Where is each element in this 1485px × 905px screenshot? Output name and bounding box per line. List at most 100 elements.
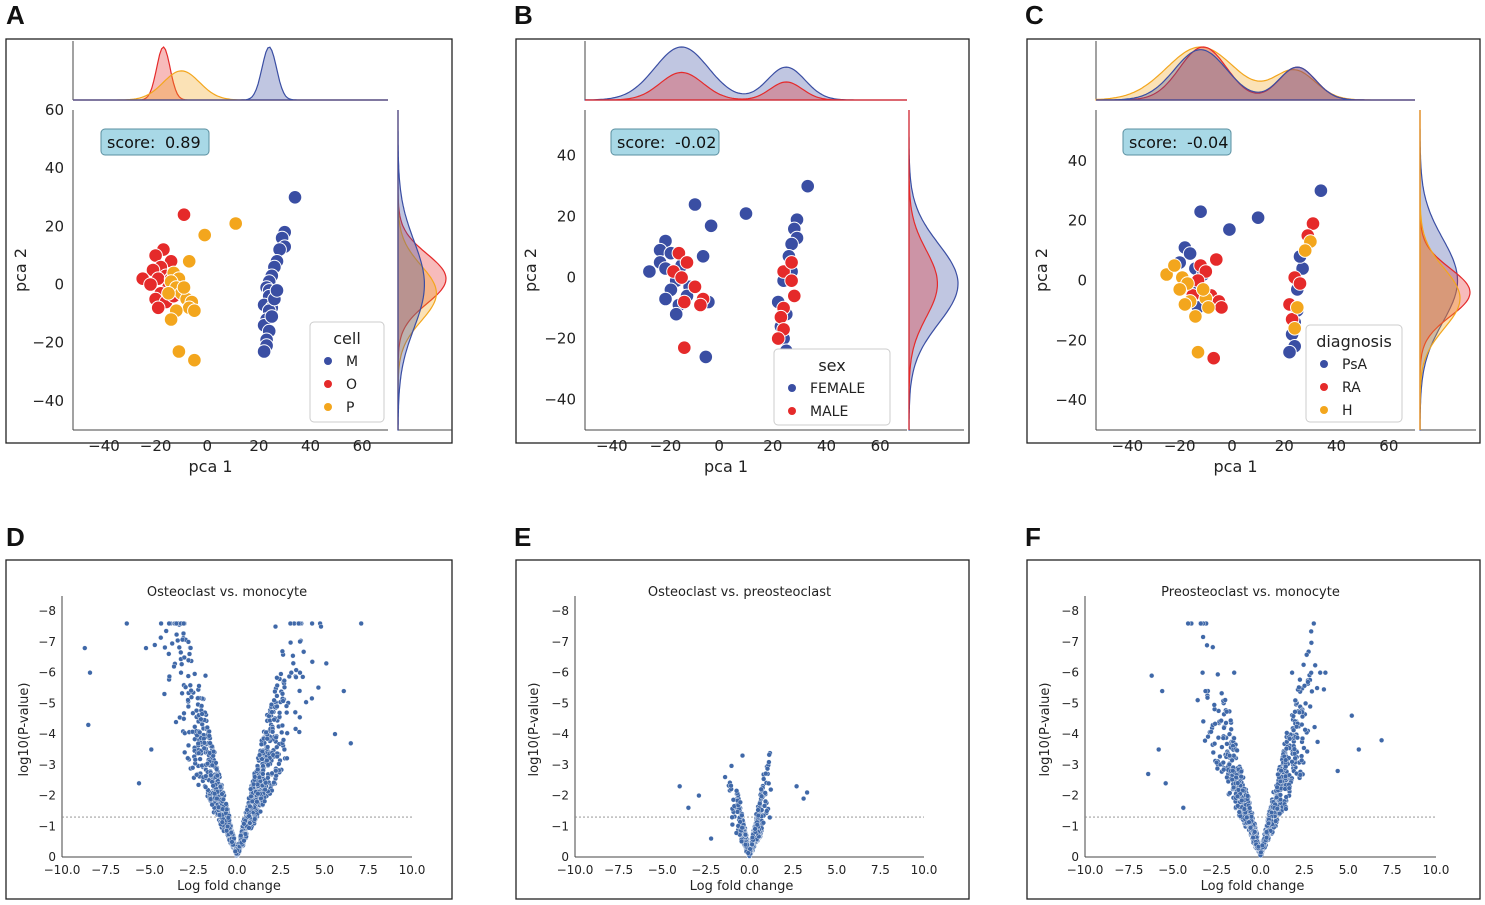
- data-point: [1219, 744, 1225, 750]
- series-male: [666, 245, 802, 356]
- data-point: [1263, 829, 1270, 835]
- data-point: [181, 654, 187, 661]
- data-point: [280, 698, 286, 704]
- data-point: [1226, 731, 1233, 737]
- y-tick-label: −1: [38, 819, 56, 833]
- data-point: [739, 812, 745, 819]
- legend-title: sex: [818, 356, 845, 375]
- data-point: [287, 190, 303, 205]
- data-point: [1220, 735, 1226, 741]
- chart-title: Osteoclast vs. preosteoclast: [648, 585, 831, 600]
- data-point: [180, 630, 187, 637]
- data-point: [259, 756, 265, 762]
- data-point: [287, 620, 294, 627]
- x-tick-label: −5.0: [135, 863, 164, 877]
- data-point: [309, 695, 315, 702]
- data-point: [274, 675, 280, 681]
- data-point: [1291, 746, 1298, 752]
- data-point: [241, 838, 247, 844]
- y-tick-label: 40: [45, 159, 64, 177]
- data-point: [262, 786, 268, 793]
- data-point: [1278, 767, 1284, 774]
- data-point: [1185, 620, 1191, 627]
- data-point: [1309, 688, 1315, 695]
- score-label: score:: [617, 133, 665, 152]
- right-density-m: [397, 110, 425, 431]
- panel-b: B −40 −20 0 20 40 60 −40 −20 0 20 40 pca 1 pca 2 score…: [514, 0, 970, 476]
- y-tick-label: 0: [561, 850, 569, 864]
- x-tick-label: 5.0: [315, 863, 334, 877]
- data-point: [185, 742, 192, 749]
- x-tick-label: 20: [763, 437, 782, 455]
- data-point: [1287, 321, 1302, 336]
- data-point: [1247, 825, 1254, 831]
- outlier-point: [708, 835, 714, 842]
- data-point: [1226, 761, 1232, 768]
- y-axis-label: pca 2: [521, 248, 540, 292]
- x-tick-label: 60: [871, 437, 890, 455]
- data-point: [187, 303, 202, 319]
- data-point: [1193, 204, 1208, 219]
- outlier-point: [1289, 670, 1295, 676]
- data-point: [761, 776, 767, 782]
- data-point: [698, 349, 714, 365]
- x-tick-label: 40: [1327, 437, 1346, 455]
- data-point: [728, 763, 735, 769]
- data-point: [201, 740, 208, 746]
- data-point: [758, 793, 765, 799]
- series-ra: [1185, 216, 1321, 366]
- legend-marker-psa: [1320, 360, 1328, 368]
- data-point: [263, 729, 269, 736]
- data-point: [208, 772, 214, 778]
- data-point: [301, 649, 307, 655]
- y-tick-label: −1: [551, 819, 569, 833]
- data-point: [784, 255, 799, 270]
- data-point: [1222, 697, 1228, 703]
- data-point: [1224, 709, 1230, 715]
- panel-letter: D: [6, 522, 25, 552]
- legend-label-m: M: [346, 354, 358, 370]
- data-point: [1296, 709, 1303, 715]
- data-point: [1263, 835, 1270, 841]
- data-point: [1210, 749, 1216, 756]
- data-point: [1258, 849, 1264, 856]
- data-point: [687, 197, 703, 212]
- x-tick-label: 5.0: [1339, 863, 1358, 877]
- data-point: [279, 729, 285, 736]
- data-point: [284, 709, 290, 716]
- data-point: [787, 288, 802, 304]
- data-point: [1210, 644, 1216, 650]
- x-tick-label: −7.5: [604, 863, 633, 877]
- outlier-point: [1305, 679, 1311, 685]
- data-point: [1205, 734, 1211, 740]
- data-point: [271, 717, 277, 723]
- data-point: [201, 745, 207, 751]
- y-tick-label: −4: [551, 727, 569, 741]
- data-point: [1274, 806, 1280, 812]
- outlier-point: [178, 670, 184, 676]
- data-point: [1206, 350, 1221, 366]
- y-tick-label: 60: [45, 101, 64, 119]
- y-tick-label: 20: [45, 217, 64, 235]
- data-point: [288, 639, 294, 646]
- x-axis-label: pca 1: [188, 457, 232, 476]
- data-point: [1212, 721, 1218, 727]
- score-box: [610, 128, 720, 156]
- score-value: 0.89: [165, 133, 201, 152]
- data-point: [776, 264, 791, 279]
- data-point: [1301, 683, 1308, 689]
- data-point: [192, 757, 198, 763]
- data-point: [1227, 790, 1233, 796]
- x-tick-label: 10.0: [399, 863, 426, 877]
- x-tick-label: 7.5: [1383, 863, 1402, 877]
- x-tick-label: −5.0: [648, 863, 677, 877]
- y-tick-label: −2: [1061, 789, 1079, 803]
- data-point: [196, 750, 202, 756]
- x-tick-label: −20: [140, 437, 172, 455]
- data-point: [161, 286, 176, 301]
- data-point: [264, 757, 270, 764]
- y-axis-label: pca 2: [1032, 248, 1051, 292]
- data-point: [1311, 724, 1318, 730]
- data-point: [283, 703, 290, 709]
